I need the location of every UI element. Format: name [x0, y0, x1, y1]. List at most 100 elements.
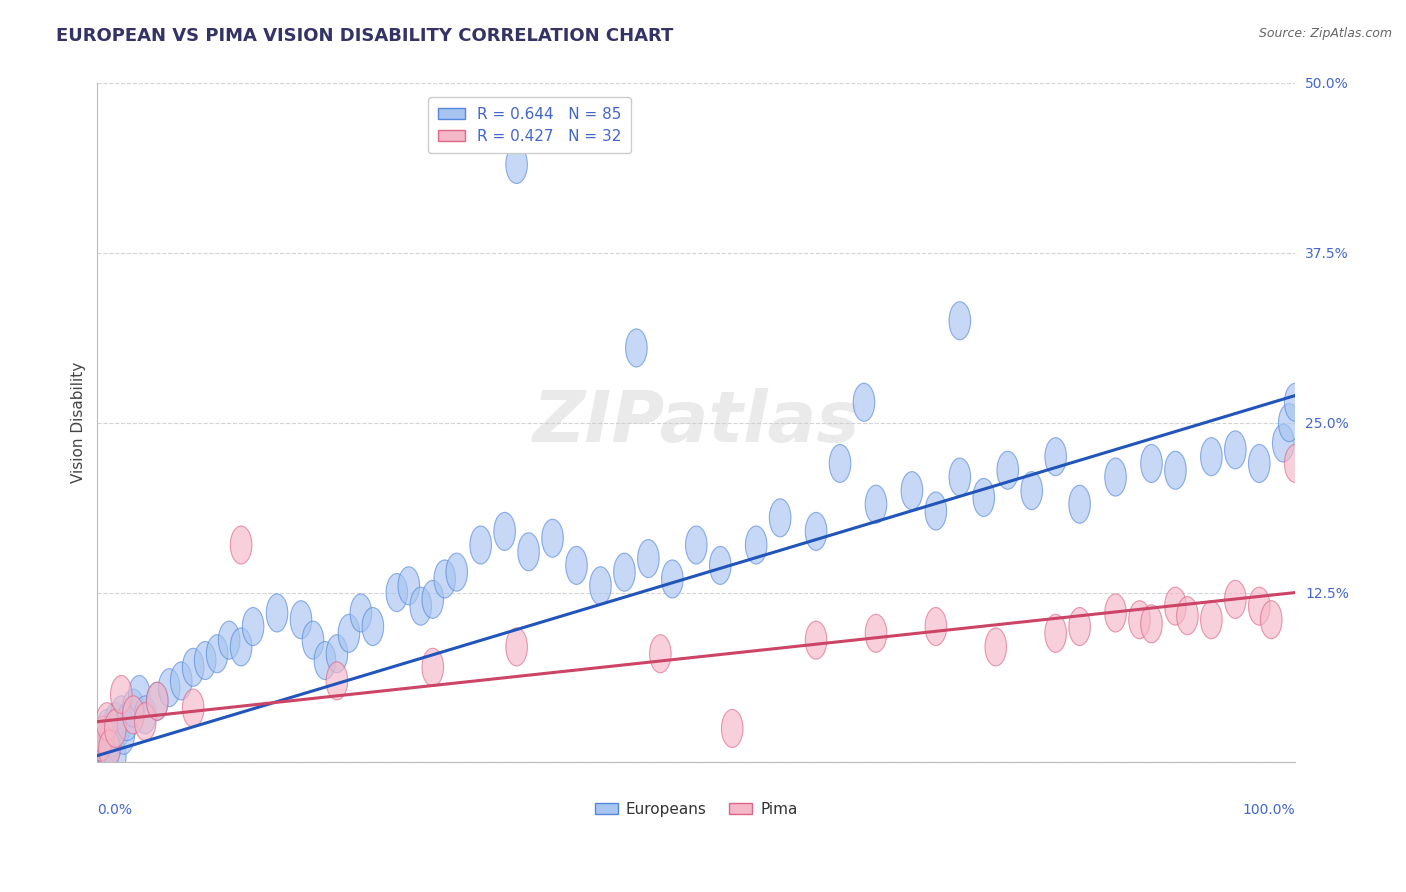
Ellipse shape [541, 519, 564, 558]
Ellipse shape [949, 458, 970, 496]
Ellipse shape [100, 727, 121, 765]
Ellipse shape [231, 628, 252, 666]
Ellipse shape [613, 553, 636, 591]
Ellipse shape [1278, 404, 1301, 442]
Ellipse shape [411, 587, 432, 625]
Ellipse shape [170, 662, 193, 700]
Ellipse shape [901, 472, 922, 509]
Ellipse shape [626, 329, 647, 367]
Ellipse shape [337, 615, 360, 652]
Ellipse shape [853, 384, 875, 421]
Ellipse shape [1201, 600, 1222, 639]
Ellipse shape [117, 703, 138, 740]
Ellipse shape [103, 714, 124, 752]
Ellipse shape [1285, 444, 1306, 483]
Ellipse shape [1140, 444, 1163, 483]
Ellipse shape [494, 512, 516, 550]
Ellipse shape [218, 621, 240, 659]
Ellipse shape [104, 709, 127, 747]
Ellipse shape [710, 547, 731, 584]
Ellipse shape [1045, 438, 1066, 475]
Ellipse shape [517, 533, 540, 571]
Ellipse shape [91, 723, 112, 761]
Ellipse shape [721, 709, 742, 747]
Ellipse shape [128, 675, 150, 714]
Ellipse shape [830, 444, 851, 483]
Ellipse shape [159, 669, 180, 706]
Ellipse shape [98, 716, 120, 755]
Ellipse shape [111, 675, 132, 714]
Ellipse shape [1272, 424, 1294, 462]
Ellipse shape [350, 594, 371, 632]
Ellipse shape [650, 635, 671, 673]
Ellipse shape [1249, 444, 1270, 483]
Ellipse shape [925, 492, 946, 530]
Ellipse shape [194, 641, 217, 680]
Ellipse shape [1140, 605, 1163, 643]
Ellipse shape [89, 730, 111, 768]
Ellipse shape [422, 648, 443, 686]
Ellipse shape [398, 566, 419, 605]
Text: Source: ZipAtlas.com: Source: ZipAtlas.com [1258, 27, 1392, 40]
Ellipse shape [806, 621, 827, 659]
Ellipse shape [104, 737, 127, 774]
Text: EUROPEAN VS PIMA VISION DISABILITY CORRELATION CHART: EUROPEAN VS PIMA VISION DISABILITY CORRE… [56, 27, 673, 45]
Ellipse shape [565, 547, 588, 584]
Ellipse shape [146, 682, 169, 721]
Ellipse shape [637, 540, 659, 578]
Ellipse shape [1105, 458, 1126, 496]
Ellipse shape [1261, 600, 1282, 639]
Ellipse shape [1105, 594, 1126, 632]
Legend: Europeans, Pima: Europeans, Pima [589, 796, 804, 822]
Ellipse shape [662, 560, 683, 598]
Ellipse shape [1069, 485, 1091, 524]
Ellipse shape [183, 689, 204, 727]
Text: 100.0%: 100.0% [1243, 803, 1295, 817]
Text: 0.0%: 0.0% [97, 803, 132, 817]
Ellipse shape [363, 607, 384, 646]
Ellipse shape [90, 723, 111, 761]
Ellipse shape [470, 526, 492, 564]
Ellipse shape [1225, 431, 1246, 469]
Ellipse shape [96, 735, 117, 773]
Ellipse shape [101, 719, 122, 757]
Ellipse shape [112, 716, 135, 755]
Ellipse shape [506, 628, 527, 666]
Ellipse shape [98, 730, 120, 768]
Ellipse shape [1285, 384, 1306, 421]
Ellipse shape [98, 723, 120, 761]
Ellipse shape [104, 703, 127, 740]
Ellipse shape [97, 732, 120, 771]
Ellipse shape [986, 628, 1007, 666]
Ellipse shape [1249, 587, 1270, 625]
Ellipse shape [769, 499, 792, 537]
Ellipse shape [135, 703, 156, 740]
Ellipse shape [96, 730, 118, 768]
Ellipse shape [949, 301, 970, 340]
Ellipse shape [90, 737, 111, 774]
Ellipse shape [997, 451, 1018, 490]
Ellipse shape [745, 526, 766, 564]
Ellipse shape [865, 485, 887, 524]
Ellipse shape [96, 709, 118, 747]
Ellipse shape [1069, 607, 1091, 646]
Ellipse shape [973, 478, 994, 516]
Ellipse shape [1201, 438, 1222, 475]
Ellipse shape [686, 526, 707, 564]
Ellipse shape [1129, 600, 1150, 639]
Ellipse shape [122, 689, 143, 727]
Ellipse shape [108, 709, 129, 747]
Ellipse shape [1045, 615, 1066, 652]
Ellipse shape [135, 696, 156, 734]
Ellipse shape [231, 526, 252, 564]
Ellipse shape [290, 600, 312, 639]
Ellipse shape [589, 566, 612, 605]
Ellipse shape [1164, 451, 1187, 490]
Ellipse shape [93, 716, 114, 755]
Ellipse shape [925, 607, 946, 646]
Ellipse shape [1164, 587, 1187, 625]
Ellipse shape [1021, 472, 1042, 509]
Ellipse shape [434, 560, 456, 598]
Ellipse shape [122, 696, 143, 734]
Text: ZIPatlas: ZIPatlas [533, 388, 860, 458]
